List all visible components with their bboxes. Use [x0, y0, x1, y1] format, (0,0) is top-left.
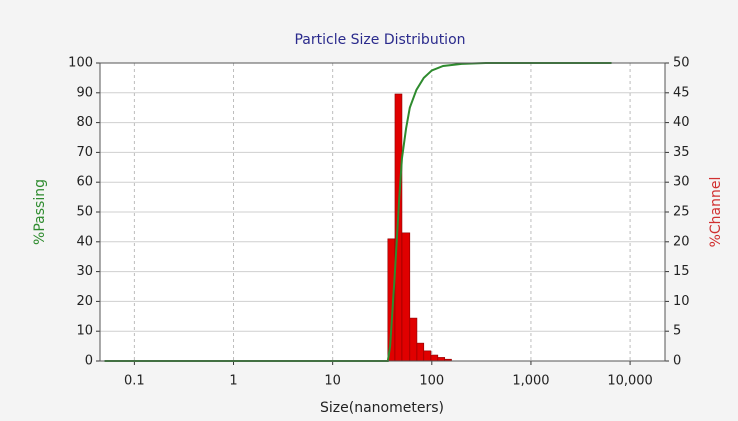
bar [430, 354, 439, 362]
x-tick-label: 100 [419, 374, 444, 389]
x-tick-label: 1,000 [512, 374, 549, 389]
y-tick-label: 70 [76, 145, 93, 160]
y-tick-label: 0 [85, 354, 93, 369]
y2-tick-label: 35 [673, 145, 690, 160]
y-tick-label: 30 [76, 264, 93, 279]
y2-tick-label: 0 [673, 354, 681, 369]
y-tick-label: 40 [76, 234, 93, 249]
y-tick-label: 100 [68, 56, 93, 71]
y-tick-label: 50 [76, 205, 93, 220]
bar [401, 232, 411, 362]
y2-tick-label: 30 [673, 175, 690, 190]
plot-border [99, 62, 666, 362]
y2-tick-label: 40 [673, 115, 690, 130]
x-tick-label: 10,000 [607, 374, 653, 389]
bar [409, 317, 418, 362]
y2-tick-label: 50 [673, 56, 690, 71]
y2-tick-label: 10 [673, 294, 690, 309]
x-tick-label: 1 [229, 374, 237, 389]
line [104, 62, 612, 362]
y-axis-label: %Passing [32, 179, 48, 245]
x-tick-label: 0.1 [124, 374, 145, 389]
x-axis-label: Size(nanometers) [320, 400, 444, 416]
y2-tick-label: 15 [673, 264, 690, 279]
bar [416, 342, 425, 362]
bar [423, 350, 432, 362]
y2-tick-label: 5 [673, 324, 681, 339]
y2-tick-label: 20 [673, 234, 690, 249]
y2-axis-label: %Channel [708, 177, 724, 248]
chart-title: Particle Size Distribution [294, 32, 465, 48]
y-tick-label: 20 [76, 294, 93, 309]
y-tick-label: 10 [76, 324, 93, 339]
y-tick-label: 90 [76, 85, 93, 100]
y2-tick-label: 45 [673, 85, 690, 100]
y-tick-label: 60 [76, 175, 93, 190]
x-tick-label: 10 [324, 374, 341, 389]
bar [437, 357, 446, 362]
y2-tick-label: 25 [673, 205, 690, 220]
y-tick-label: 80 [76, 115, 93, 130]
